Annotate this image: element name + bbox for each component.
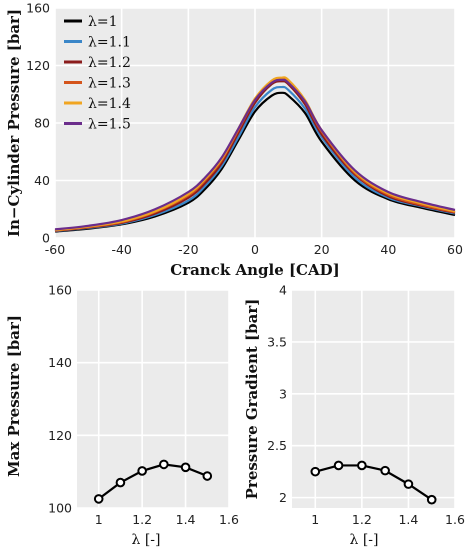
br-y-tick-label: 2: [279, 490, 287, 505]
legend-label: λ=1: [88, 14, 118, 30]
br-data-point: [426, 494, 437, 505]
br-y-tick-label: 4: [279, 283, 287, 298]
bl-data-point: [180, 462, 191, 473]
br-data-point: [357, 460, 367, 471]
bl-data-point: [202, 471, 213, 481]
br-x-tick-label: 1.2: [352, 512, 372, 527]
series-line-lambda-0: [54, 91, 456, 233]
pressure-gradient-chart: 1 1.2 1.4 1.6 2 2.5 3 3.5 4 λ [-] Pressure Grad…: [243, 283, 465, 549]
top-y-axis-label: In−Cylinder Pressure [bar]: [5, 9, 23, 237]
top-x-tick-label: -40: [111, 242, 131, 257]
top-series-group: [54, 76, 456, 233]
top-y-ticks: 0 40 80 120 160: [26, 1, 50, 246]
top-x-tick-label: 20: [314, 242, 330, 257]
top-x-ticks: -60 -40 -20 0 20 40 60: [45, 242, 463, 257]
bl-x-axis-label: λ [-]: [132, 532, 161, 548]
bl-x-tick-label: 1.6: [219, 512, 239, 527]
br-data-point: [380, 465, 390, 476]
top-y-tick-label: 160: [26, 1, 50, 16]
br-y-ticks: 2 2.5 3 3.5 4: [267, 283, 287, 506]
top-x-axis-label: Cranck Angle [CAD]: [170, 261, 340, 279]
br-x-tick-label: 1.4: [398, 512, 418, 527]
top-y-tick-label: 80: [34, 116, 50, 131]
series-line-lambda-1: [54, 85, 456, 233]
bl-y-tick-label: 120: [48, 428, 72, 443]
series-line-lambda-5: [54, 78, 456, 231]
br-x-tick-label: 1: [311, 512, 319, 527]
br-data-point: [333, 460, 344, 471]
br-y-tick-label: 3: [279, 386, 287, 401]
pressure-curve-chart: -60 -40 -20 0 20 40 60 0 40 80 120 160 Cranck Angl…: [5, 1, 463, 280]
max-pressure-chart: 1 1.2 1.4 1.6 100 120 140 160 λ [-] Max Pressu…: [5, 283, 239, 549]
bl-data-point: [137, 466, 147, 476]
top-y-tick-label: 40: [34, 173, 50, 188]
bl-y-tick-label: 100: [48, 501, 72, 516]
bl-x-tick-label: 1.4: [176, 512, 196, 527]
br-y-tick-label: 2.5: [267, 438, 287, 453]
bl-data-point: [115, 477, 126, 488]
br-series-group: [310, 460, 437, 505]
br-data-point: [403, 479, 414, 489]
bl-x-tick-label: 1: [95, 512, 103, 527]
top-grid: [54, 7, 456, 239]
legend-label: λ=1.1: [88, 35, 131, 51]
bl-y-tick-label: 160: [48, 283, 72, 298]
top-y-tick-label: 0: [42, 231, 50, 246]
br-x-ticks: 1 1.2 1.4 1.6: [311, 512, 465, 527]
br-y-axis-label: Pressure Gradient [bar]: [243, 299, 261, 500]
legend-label: λ=1.4: [88, 96, 131, 112]
legend-label: λ=1.2: [88, 55, 131, 71]
br-y-tick-label: 3.5: [267, 334, 287, 349]
top-x-tick-label: 60: [447, 242, 463, 257]
br-x-tick-label: 1.6: [445, 512, 465, 527]
bl-series-group: [93, 459, 213, 504]
top-legend: λ=1 λ=1.1 λ=1.2 λ=1.3 λ=1.4 λ=1.5: [64, 14, 131, 133]
top-x-tick-label: -60: [45, 242, 65, 257]
bl-y-axis-label: Max Pressure [bar]: [5, 315, 23, 477]
legend-label: λ=1.3: [88, 76, 131, 92]
bl-plot-area: [77, 290, 229, 508]
top-x-tick-label: 0: [251, 242, 259, 257]
bl-y-tick-label: 140: [48, 355, 72, 370]
bl-data-point: [159, 459, 169, 470]
br-x-axis-label: λ [-]: [350, 532, 379, 548]
top-y-tick-label: 120: [26, 58, 50, 73]
bl-x-ticks: 1 1.2 1.4 1.6: [95, 512, 239, 527]
bl-x-tick-label: 1.2: [132, 512, 152, 527]
bl-data-point: [93, 494, 104, 504]
br-data-point: [310, 466, 321, 477]
top-x-tick-label: -20: [178, 242, 198, 257]
legend-label: λ=1.5: [88, 117, 131, 133]
top-x-tick-label: 40: [380, 242, 396, 257]
bl-y-ticks: 100 120 140 160: [48, 283, 72, 516]
series-line-lambda-4: [54, 76, 456, 232]
